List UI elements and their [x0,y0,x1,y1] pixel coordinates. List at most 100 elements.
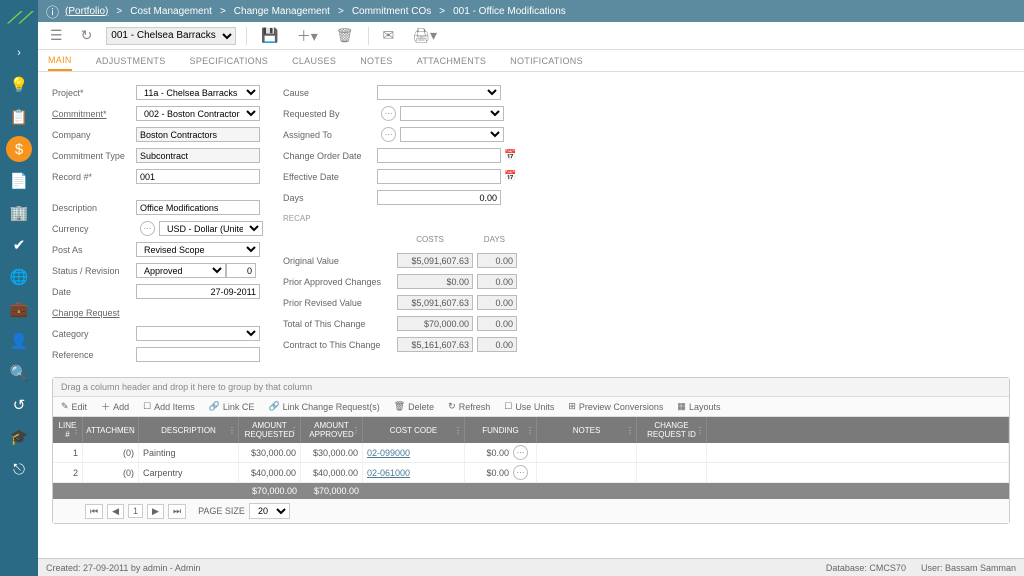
col-amount-approved[interactable]: AMOUNT APPROVED⋮ [301,417,363,443]
grid-edit-button[interactable]: ✎ Edit [61,400,87,413]
col-line[interactable]: LINE #⋮ [53,417,83,443]
breadcrumb-portfolio[interactable]: (Portfolio) [65,6,108,17]
exit-icon[interactable]: ⎋ [0,454,38,484]
cell-cost-code[interactable]: 02-099000 [363,443,465,462]
grid-add-button[interactable]: ＋Add [101,400,129,413]
cell-attachments[interactable]: (0) [83,463,139,482]
cell-description: Carpentry [139,463,239,482]
date-field[interactable] [136,284,260,299]
currency-field[interactable]: USD - Dollar (United States of America) [159,221,263,236]
project-field[interactable]: 11a - Chelsea Barracks [136,85,260,100]
history-icon[interactable]: ↺ [0,390,38,420]
grid-group-hint[interactable]: Drag a column header and drop it here to… [53,378,1009,397]
post-as-field[interactable]: Revised Scope [136,242,260,257]
grid-layouts-button[interactable]: ▦ Layouts [677,400,720,413]
record-no-field[interactable] [136,169,260,184]
table-row[interactable]: 1(0)Painting$30,000.00$30,000.0002-09900… [53,443,1009,463]
col-funding[interactable]: FUNDING⋮ [465,417,537,443]
grid-link-cr-button[interactable]: 🔗 Link Change Request(s) [268,400,379,413]
page-size-select[interactable]: 20 [249,503,290,519]
reference-field[interactable] [136,347,260,362]
recap-original-label: Original Value [283,256,393,266]
globe-icon[interactable]: 🌐 [0,262,38,292]
list-icon[interactable]: ☰ [46,25,67,46]
grid-use-units-button[interactable]: ☐ Use Units [504,400,554,413]
record-selector[interactable]: 001 - Chelsea Barracks - Office Modi [106,27,236,45]
calendar-icon[interactable]: 📅 [504,150,516,161]
grid-link-ce-button[interactable]: 🔗 Link CE [209,400,255,413]
breadcrumb-change-mgmt[interactable]: Change Management [234,6,330,17]
col-attachments[interactable]: ATTACHMEN⋮ [83,417,139,443]
add-icon[interactable]: ＋▾ [293,24,322,48]
document-icon[interactable]: 📄 [0,166,38,196]
col-description[interactable]: DESCRIPTION⋮ [139,417,239,443]
delete-icon[interactable]: 🗑 [332,25,358,46]
cell-attachments[interactable]: (0) [83,443,139,462]
lightbulb-icon[interactable]: 💡 [0,70,38,100]
funding-picker-icon[interactable]: ⋯ [513,465,528,480]
grid-refresh-button[interactable]: ↻ Refresh [448,400,490,413]
tab-specifications[interactable]: SPECIFICATIONS [190,52,269,70]
sidebar-expand-icon[interactable]: › [0,38,38,68]
cell-amount-requested: $30,000.00 [239,443,301,462]
tab-notifications[interactable]: NOTIFICATIONS [510,52,583,70]
tab-main[interactable]: MAIN [48,51,72,71]
grid-preview-button[interactable]: ⊞ Preview Conversions [568,400,663,413]
dollar-icon[interactable]: $ [6,136,32,162]
tab-clauses[interactable]: CLAUSES [292,52,336,70]
search-icon[interactable]: 🔍 [0,358,38,388]
app-logo: ⟋⟋ [8,6,30,36]
days-field[interactable] [377,190,501,205]
label-commitment[interactable]: Commitment* [52,109,136,119]
check-icon[interactable]: ✔ [0,230,38,260]
label-cause: Cause [283,88,377,98]
refresh-icon[interactable]: ↻ [77,25,97,46]
commitment-field[interactable]: 002 - Boston Contractors - GMP Contra [136,106,260,121]
user-icon[interactable]: 👤 [0,326,38,356]
assigned-to-picker-icon[interactable]: ⋯ [381,127,396,142]
breadcrumb-commitment-cos[interactable]: Commitment COs [352,6,431,17]
assigned-to-field[interactable] [400,127,504,142]
col-cost-code[interactable]: COST CODE⋮ [363,417,465,443]
table-row[interactable]: 2(0)Carpentry$40,000.00$40,000.0002-0610… [53,463,1009,483]
pager-page[interactable]: 1 [128,504,143,518]
col-change-request-id[interactable]: CHANGE REQUEST ID⋮ [637,417,707,443]
grid-add-items-button[interactable]: ☐ Add Items [143,400,195,413]
pager-last-icon[interactable]: ⏭ [168,504,186,519]
calendar-icon[interactable]: 📅 [504,171,516,182]
grad-cap-icon[interactable]: 🎓 [0,422,38,452]
pager-first-icon[interactable]: ⏮ [85,504,103,519]
recap-original-days: 0.00 [477,253,517,268]
briefcase-icon[interactable]: 💼 [0,294,38,324]
building-icon[interactable]: 🏢 [0,198,38,228]
print-icon[interactable]: 🖨▾ [408,25,441,46]
change-order-date-field[interactable] [377,148,501,163]
clipboard-icon[interactable]: 📋 [0,102,38,132]
category-field[interactable] [136,326,260,341]
label-change-request[interactable]: Change Request [52,308,136,318]
description-field[interactable] [136,200,260,215]
requested-by-picker-icon[interactable]: ⋯ [381,106,396,121]
tab-attachments[interactable]: ATTACHMENTS [417,52,486,70]
breadcrumb-cost-mgmt[interactable]: Cost Management [130,6,212,17]
currency-picker-icon[interactable]: ⋯ [140,221,155,236]
grid-delete-button[interactable]: 🗑 Delete [394,400,434,413]
effective-date-field[interactable] [377,169,501,184]
mail-icon[interactable]: ✉ [379,25,399,46]
tab-adjustments[interactable]: ADJUSTMENTS [96,52,166,70]
recap-contract-to-label: Contract to This Change [283,340,393,350]
funding-picker-icon[interactable]: ⋯ [513,445,528,460]
pager-prev-icon[interactable]: ◀ [107,504,124,519]
breadcrumb-bar: ⓘ (Portfolio) > Cost Management > Change… [38,0,1024,22]
pager-next-icon[interactable]: ▶ [147,504,164,519]
revision-field[interactable] [226,263,256,278]
info-icon[interactable]: ⓘ [46,2,59,21]
cell-cost-code[interactable]: 02-061000 [363,463,465,482]
col-amount-requested[interactable]: AMOUNT REQUESTED⋮ [239,417,301,443]
cause-field[interactable] [377,85,501,100]
tab-notes[interactable]: NOTES [360,52,393,70]
col-notes[interactable]: NOTES⋮ [537,417,637,443]
requested-by-field[interactable] [400,106,504,121]
save-icon[interactable]: 💾 [257,25,282,46]
status-field[interactable]: Approved [136,263,226,278]
